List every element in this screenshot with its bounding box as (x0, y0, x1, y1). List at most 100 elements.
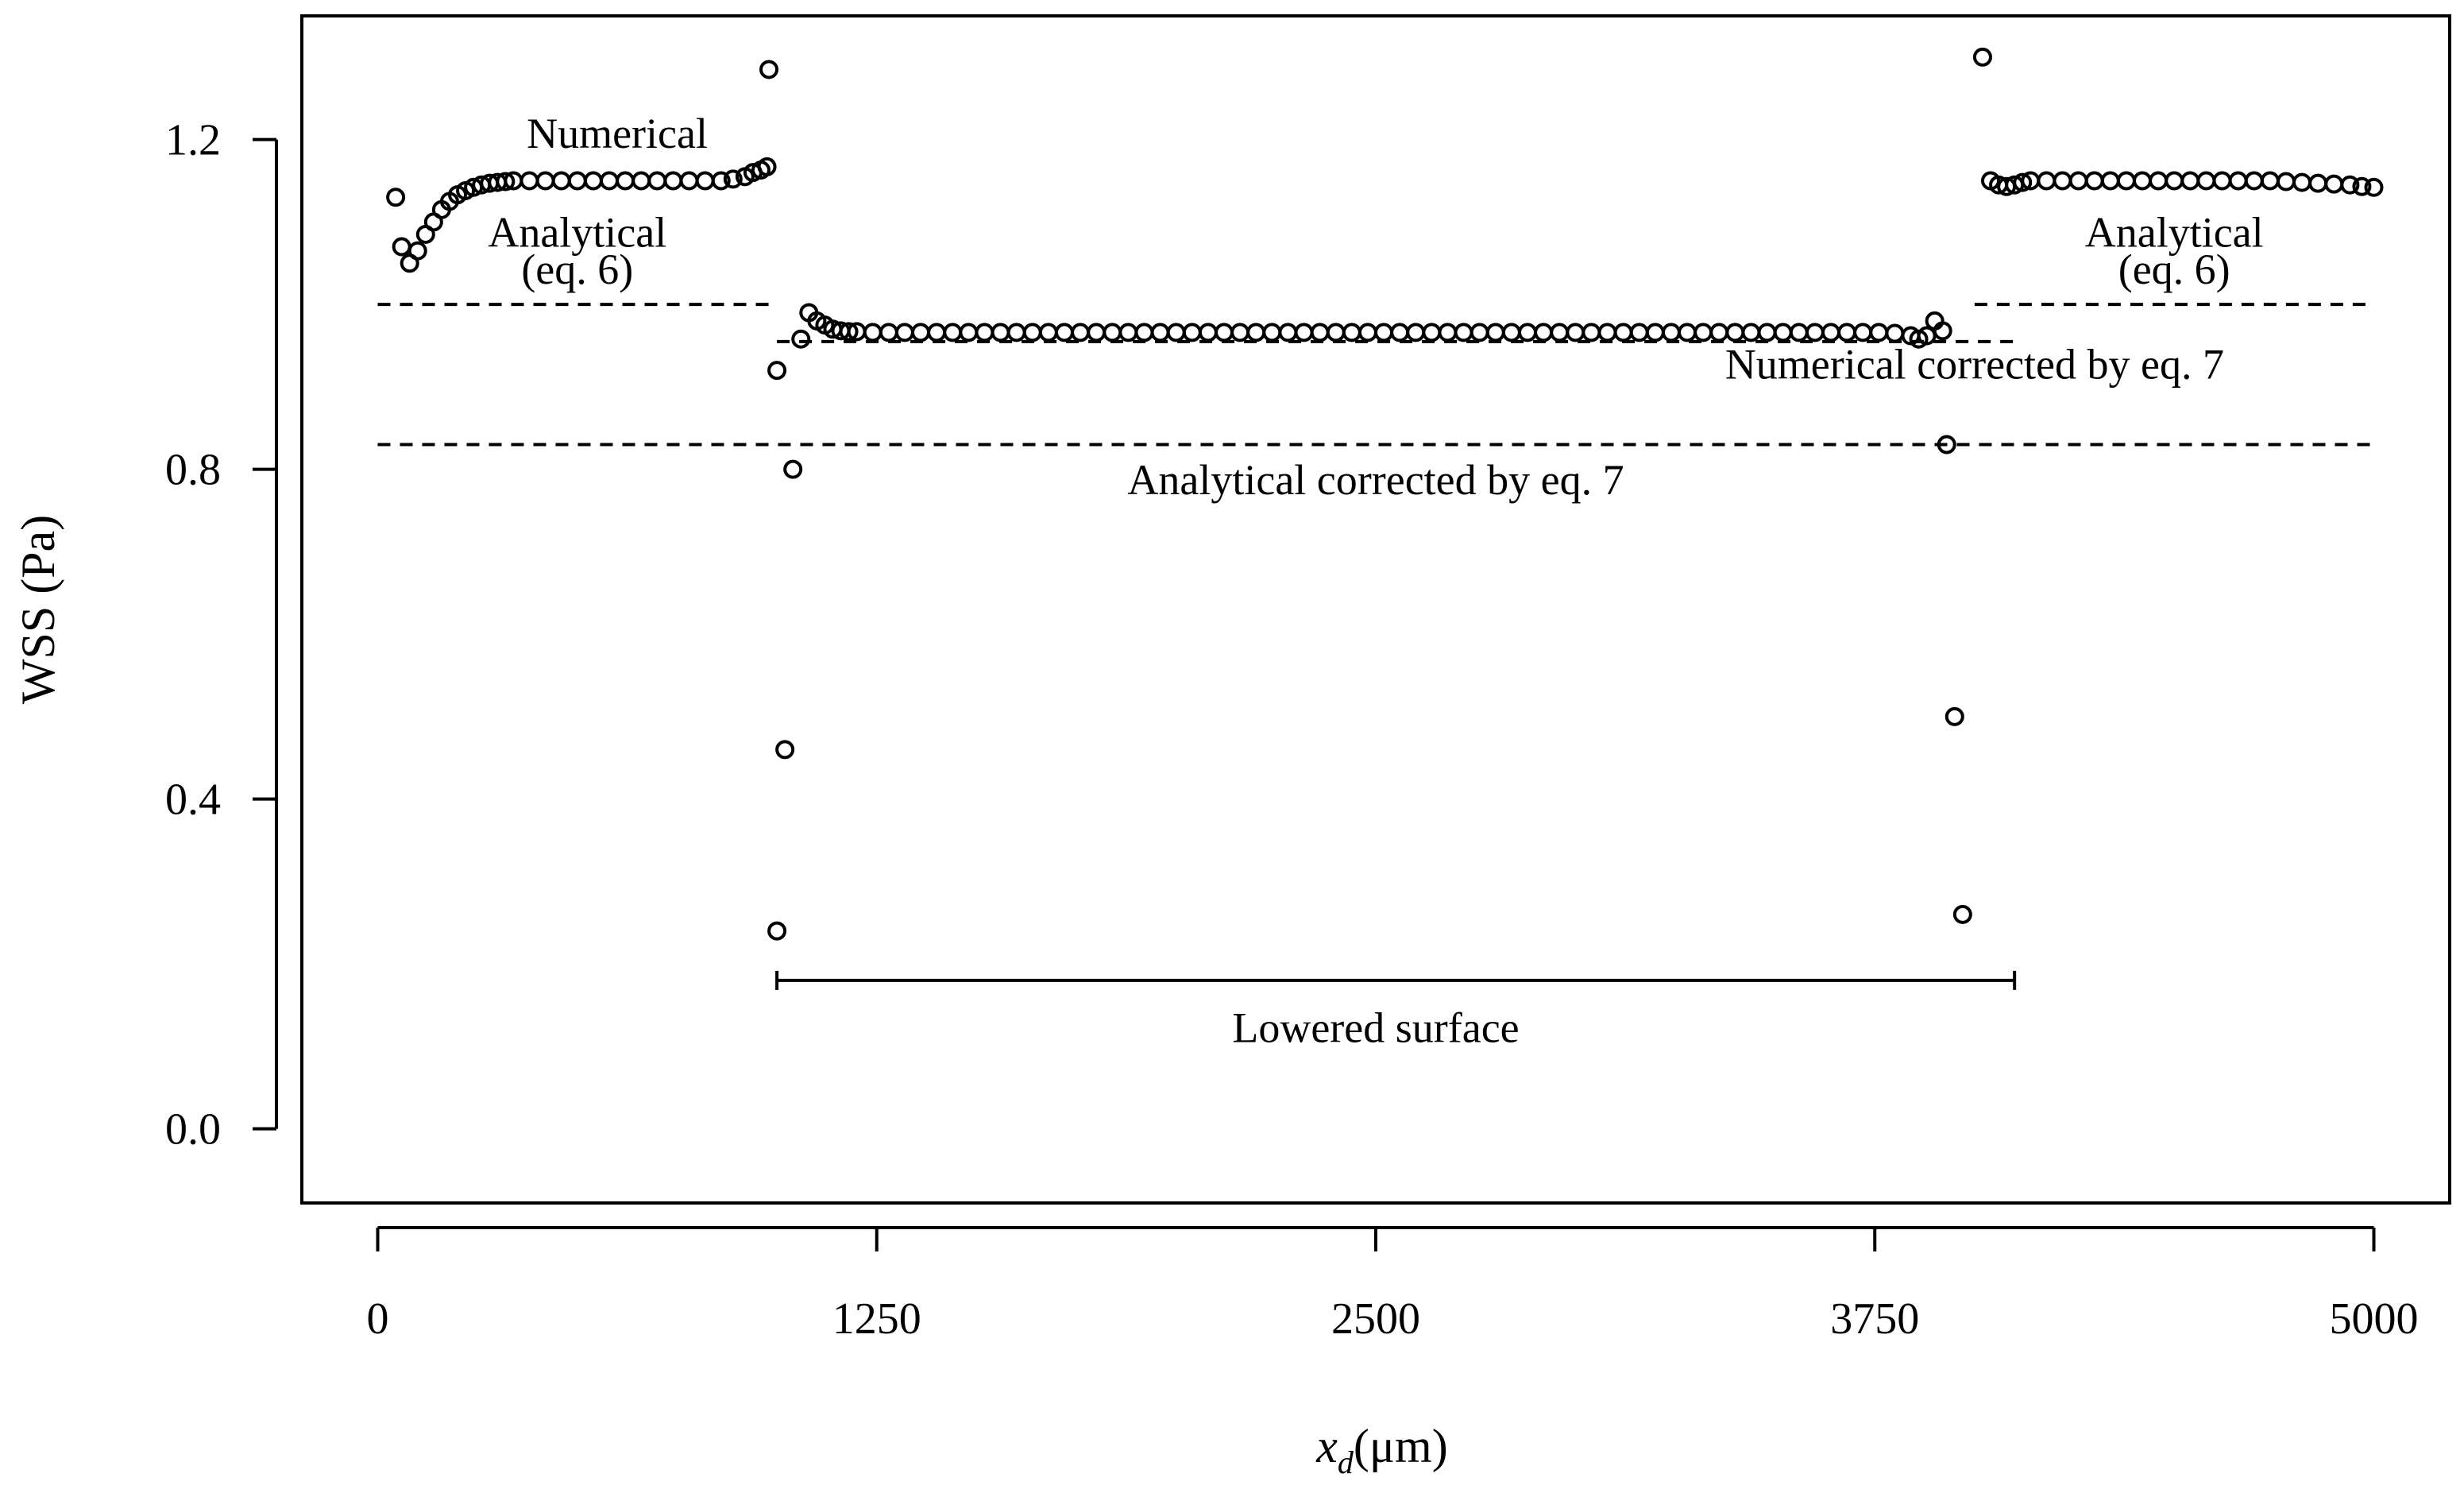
data-point (2116, 171, 2136, 191)
data-point (663, 171, 683, 191)
data-point (1629, 323, 1649, 342)
annotation-label: Numerical (527, 110, 708, 157)
annotation-label: Lowered surface (1232, 1004, 1519, 1052)
data-point (1485, 323, 1505, 342)
data-point (1342, 323, 1361, 342)
data-point (711, 171, 731, 191)
data-point (1454, 323, 1473, 342)
data-point (1246, 323, 1266, 342)
data-point (1054, 323, 1074, 342)
data-point (1294, 323, 1314, 342)
y-axis: 0.0 0.4 0.8 1.2 (165, 116, 278, 1155)
x-tick-label: 0 (366, 1294, 388, 1344)
data-point (2037, 171, 2057, 191)
data-point (1358, 323, 1377, 342)
data-point (1937, 435, 1956, 454)
data-point (2149, 171, 2169, 191)
annotation-label: Analytical corrected by eq. 7 (1127, 456, 1624, 504)
data-point (1582, 323, 1601, 342)
data-point (911, 323, 931, 342)
data-point (2013, 172, 2033, 192)
data-point (767, 921, 787, 941)
data-point (1182, 323, 1202, 342)
data-point (2165, 171, 2184, 191)
data-point (1709, 323, 1729, 342)
data-point (1757, 323, 1777, 342)
data-point (2212, 171, 2232, 191)
data-point (783, 459, 803, 479)
data-point (551, 171, 571, 191)
data-point (775, 740, 795, 760)
data-point (1933, 321, 1952, 341)
data-point (1885, 323, 1905, 343)
data-point (1150, 323, 1170, 342)
data-point (1517, 323, 1537, 342)
data-point (1694, 323, 1713, 342)
data-point (879, 323, 898, 342)
data-point (767, 361, 787, 381)
data-point (496, 172, 516, 191)
data-point (991, 323, 1010, 342)
data-point (600, 171, 620, 191)
data-point (2068, 171, 2088, 191)
data-point (1087, 323, 1106, 342)
x-tick-label: 3750 (1830, 1294, 1919, 1344)
annotation-label: (eq. 6) (2118, 246, 2230, 293)
data-point (2260, 171, 2280, 191)
data-point (616, 171, 635, 191)
plot-frame (300, 14, 2451, 1205)
data-point (2100, 171, 2120, 191)
data-point (1230, 323, 1250, 342)
y-tick-label: 0.8 (165, 446, 221, 495)
data-point (1661, 323, 1681, 342)
data-point (1103, 323, 1122, 342)
data-point (2053, 171, 2072, 191)
data-point (2180, 171, 2200, 191)
y-axis-title: WSS (Pa) (12, 515, 64, 704)
data-point (839, 322, 859, 342)
data-point (1470, 323, 1489, 342)
data-point (2228, 171, 2248, 191)
data-point (1725, 323, 1745, 342)
data-point (2132, 171, 2152, 191)
data-point (959, 323, 979, 342)
data-point (1022, 323, 1042, 342)
data-point (927, 323, 947, 342)
data-point (1952, 904, 1972, 924)
data-point (943, 323, 963, 342)
data-point (695, 171, 715, 191)
data-point (1406, 323, 1426, 342)
data-point (392, 237, 411, 257)
data-point (1501, 323, 1521, 342)
data-point (757, 157, 777, 176)
data-point (1006, 323, 1026, 342)
y-tick-label: 0.4 (165, 776, 221, 825)
data-point (519, 171, 539, 191)
data-point (1134, 323, 1154, 342)
data-point (386, 188, 406, 207)
data-point (535, 171, 555, 191)
data-point (1805, 323, 1825, 342)
data-point (1262, 323, 1282, 342)
data-point (2084, 171, 2104, 191)
data-point (975, 323, 994, 342)
data-point (567, 171, 587, 191)
data-point (759, 60, 779, 79)
x-axis-title: xd(μm) (1315, 1420, 1447, 1480)
data-point (1118, 323, 1138, 342)
annotation-label: Analytical (2085, 209, 2264, 257)
x-axis: 0 1250 2500 3750 5000 (366, 1226, 2419, 1344)
data-point (1326, 323, 1346, 342)
data-point (407, 241, 427, 261)
data-point (723, 169, 743, 189)
data-point (1071, 323, 1091, 342)
data-point (1278, 323, 1298, 342)
data-point (1741, 323, 1761, 342)
annotation-label: Analytical (488, 209, 666, 257)
data-point (791, 329, 811, 349)
data-point (679, 171, 699, 191)
annotation-label: (eq. 6) (521, 246, 633, 293)
data-point (1422, 323, 1442, 342)
data-point (1789, 323, 1809, 342)
